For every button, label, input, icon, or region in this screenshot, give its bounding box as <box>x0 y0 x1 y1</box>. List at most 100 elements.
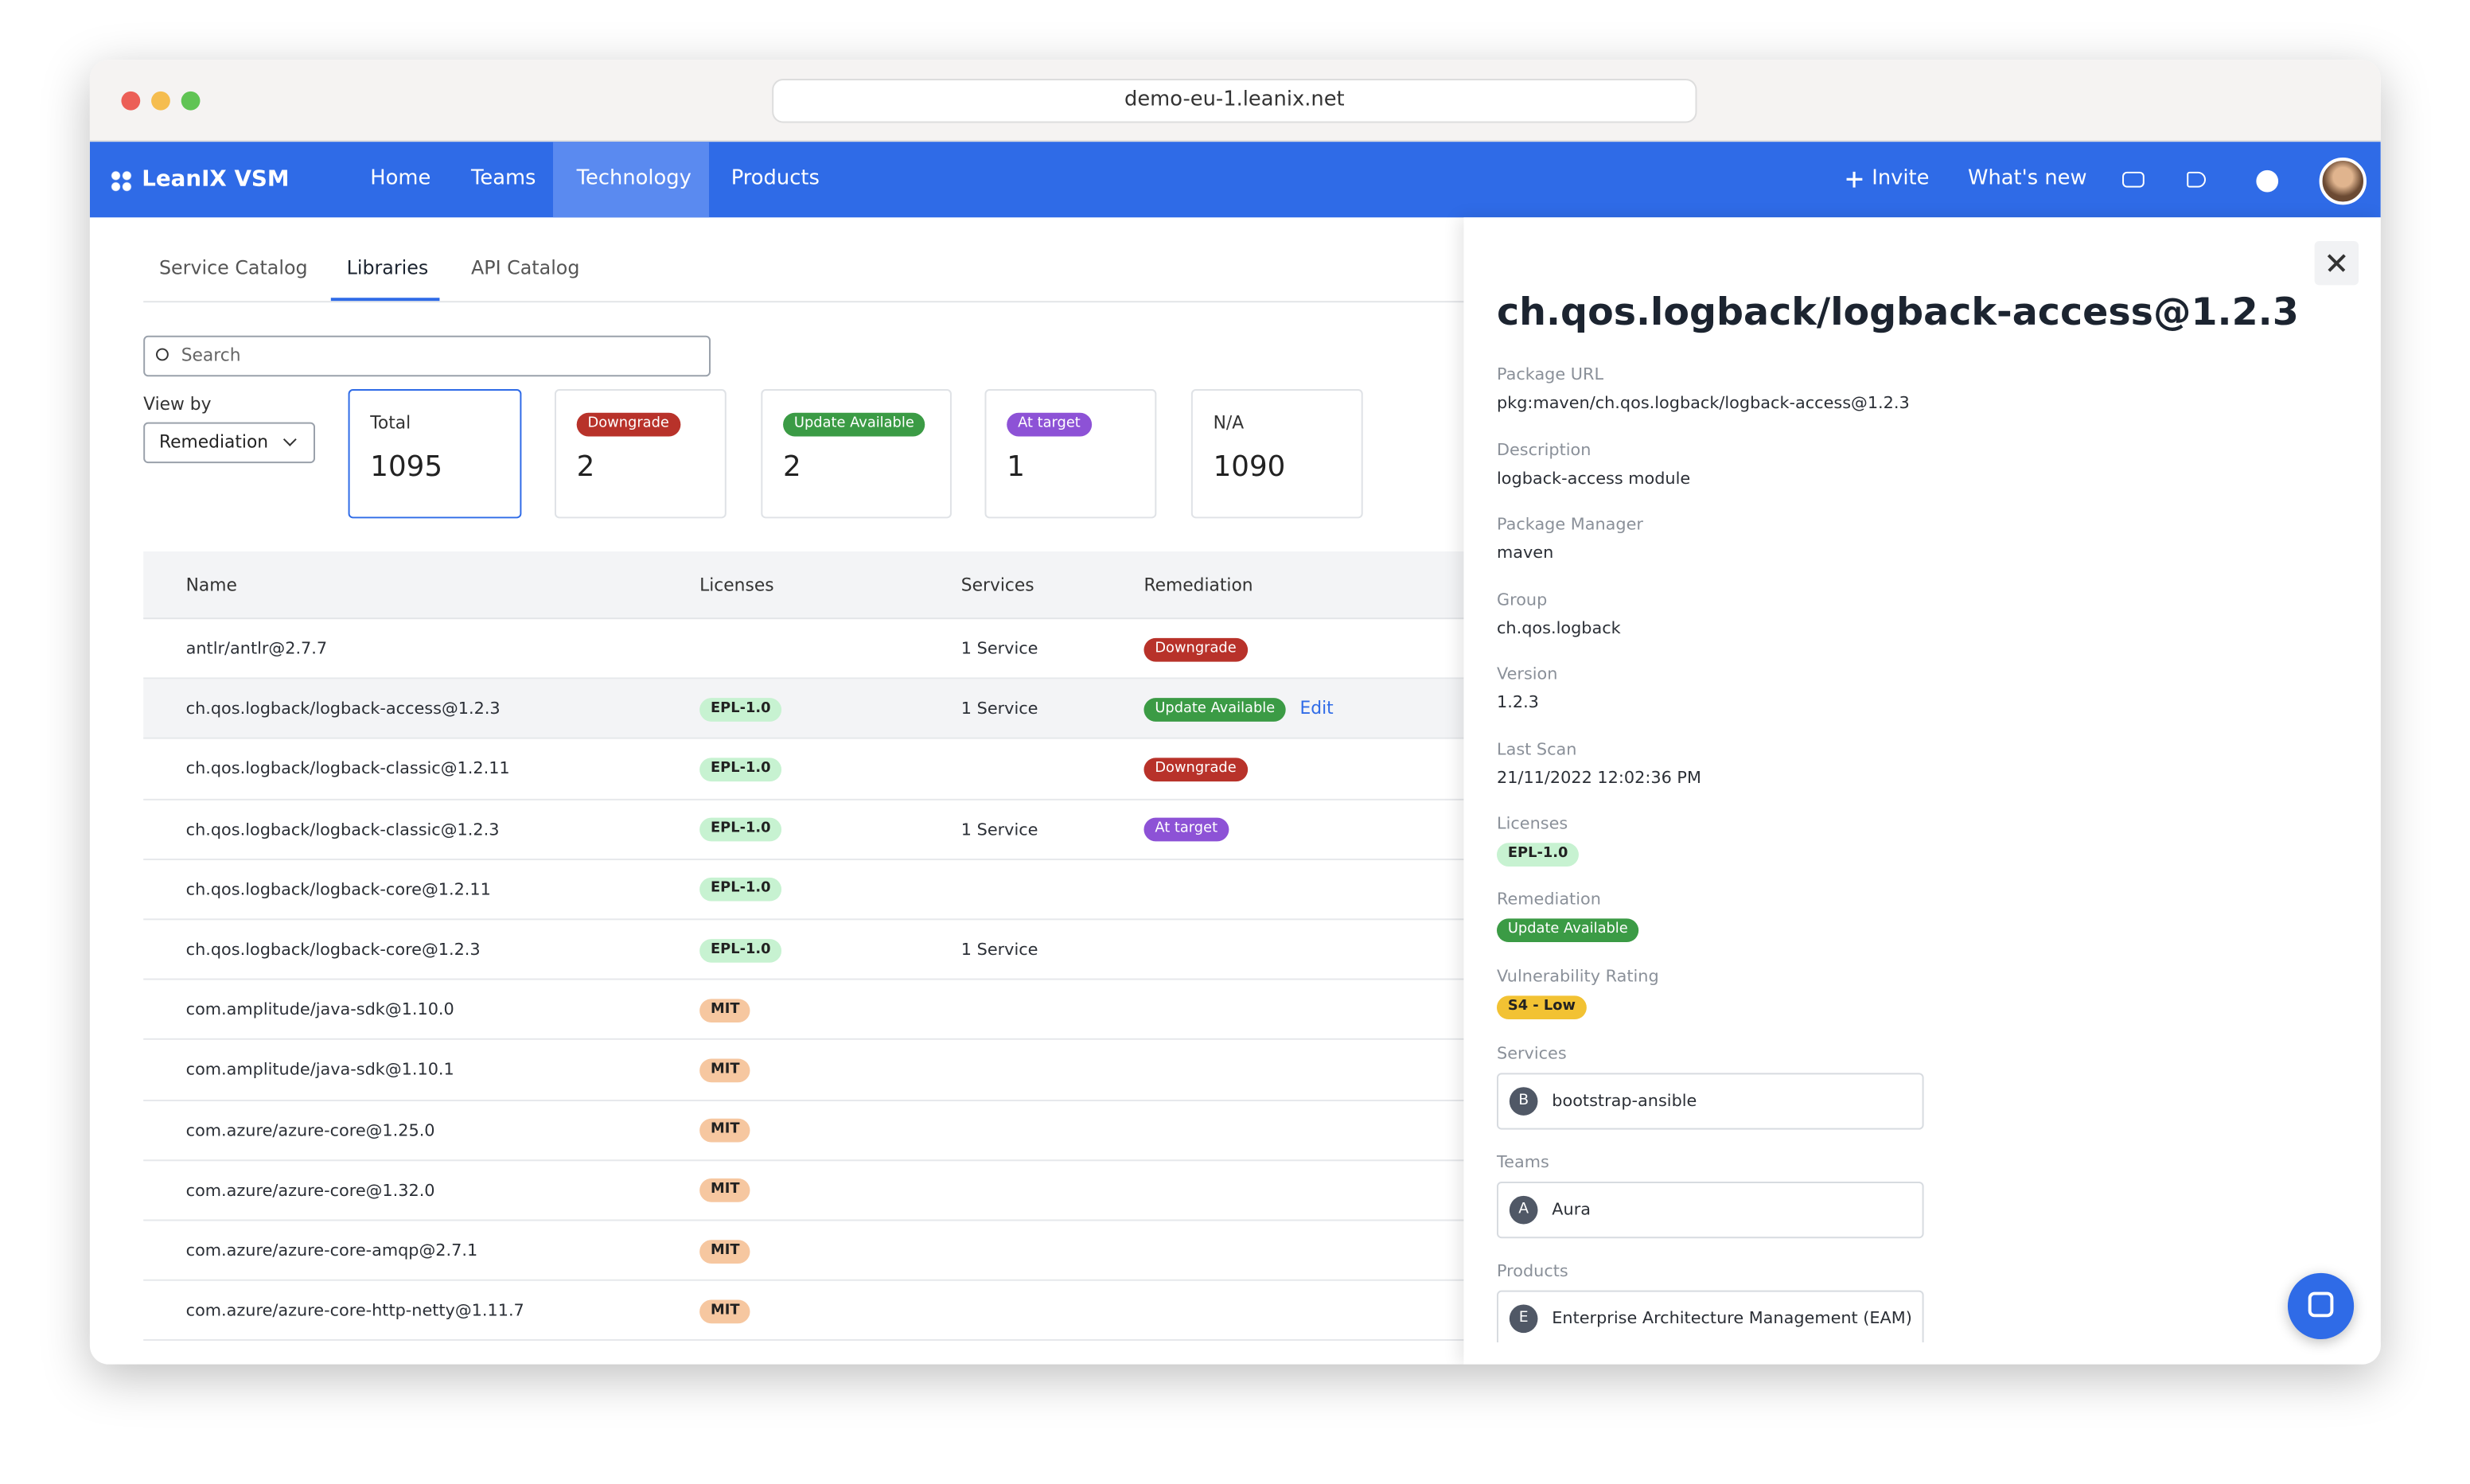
field-label: Version <box>1497 664 1558 684</box>
nav-bar <box>89 142 2381 218</box>
summary-card[interactable] <box>761 389 952 519</box>
license-badge: MIT <box>699 1119 751 1143</box>
library-name: com.azure/azure-core@1.32.0 <box>185 1181 435 1201</box>
field-badge: Update Available <box>1497 917 1639 942</box>
chat-icon <box>2308 1291 2334 1318</box>
table-row[interactable] <box>143 980 1464 1041</box>
services: 1 Service <box>960 639 1038 659</box>
column-header: Licenses <box>699 575 774 596</box>
library-name: ch.qos.logback/logback-core@1.2.3 <box>185 941 481 960</box>
column-header: Remediation <box>1143 575 1253 596</box>
remediation-badge: Downgrade <box>1143 758 1248 782</box>
card-label: Total <box>370 412 411 434</box>
library-name: ch.qos.logback/logback-access@1.2.3 <box>185 699 501 719</box>
detail-panel <box>1463 217 2381 1365</box>
card-badge: Update Available <box>783 411 925 436</box>
license-badge: EPL-1.0 <box>699 938 782 962</box>
field-label: Last Scan <box>1497 739 1577 759</box>
card-value: 2 <box>783 450 801 484</box>
url: demo-eu-1.leanix.net <box>1124 88 1345 112</box>
window-button <box>121 91 141 111</box>
search-placeholder: Search <box>181 345 241 366</box>
field-label: Package Manager <box>1497 515 1643 535</box>
view-by-label: View by <box>143 394 212 415</box>
inbox-icon[interactable] <box>2122 171 2145 188</box>
announce-icon[interactable] <box>2187 171 2206 188</box>
table-row[interactable] <box>143 920 1464 980</box>
remediation-badge: At target <box>1143 817 1229 842</box>
link-box[interactable] <box>1497 1073 1924 1130</box>
field-label: Services <box>1497 1044 1567 1064</box>
view-by-select[interactable] <box>143 422 315 464</box>
whats-new[interactable]: What's new <box>1968 166 2087 191</box>
window-button <box>181 91 201 111</box>
license-badge: EPL-1.0 <box>699 697 782 722</box>
table-row[interactable] <box>143 619 1464 680</box>
card-value: 1090 <box>1213 450 1286 484</box>
url-bar <box>772 79 1697 123</box>
view-by-value: Remediation <box>158 431 269 453</box>
tab[interactable]: Libraries <box>346 256 429 279</box>
nav-item[interactable]: Teams <box>471 166 536 191</box>
table-row[interactable] <box>143 1161 1464 1221</box>
license-badge: MIT <box>699 1178 751 1203</box>
link-name: Aura <box>1552 1200 1591 1220</box>
avatar[interactable] <box>2319 158 2367 205</box>
invite-label[interactable]: Invite <box>1872 166 1930 191</box>
library-name: com.azure/azure-core-amqp@2.7.1 <box>185 1241 478 1260</box>
card-value: 1095 <box>370 450 443 484</box>
invite-plus <box>1846 169 1863 189</box>
chat-button[interactable] <box>2287 1272 2355 1339</box>
tab[interactable]: Service Catalog <box>158 256 308 279</box>
library-name: com.azure/azure-core@1.25.0 <box>185 1120 435 1140</box>
library-name: com.azure/azure-core-http-netty@1.11.7 <box>185 1301 524 1321</box>
logo-icon <box>110 169 133 193</box>
remediation-badge: Downgrade <box>1143 637 1248 661</box>
nav-item[interactable]: Technology <box>576 166 692 191</box>
library-name: com.amplitude/java-sdk@1.10.1 <box>185 1061 454 1081</box>
link-box[interactable] <box>1497 1182 1924 1239</box>
table-row[interactable] <box>143 1100 1464 1161</box>
field-value: ch.qos.logback <box>1497 618 1621 637</box>
card-label: N/A <box>1213 412 1245 434</box>
panel-fade <box>1463 1342 2381 1365</box>
remediation-badge: Update Available <box>1143 697 1287 722</box>
field-value: 1.2.3 <box>1497 693 1539 712</box>
card-badge: Downgrade <box>576 411 680 436</box>
card-value: 1 <box>1007 450 1025 484</box>
library-name: com.amplitude/java-sdk@1.10.0 <box>185 1000 454 1020</box>
tab[interactable]: API Catalog <box>471 256 580 279</box>
table-row[interactable] <box>143 860 1464 921</box>
summary-card[interactable] <box>348 389 522 519</box>
edit-link[interactable]: Edit <box>1299 698 1334 719</box>
link-name: Enterprise Architecture Management (EAM) <box>1552 1309 1912 1329</box>
field-label: Vulnerability Rating <box>1497 967 1659 987</box>
table-row[interactable] <box>143 800 1464 860</box>
license-badge: MIT <box>699 998 751 1022</box>
table-row[interactable] <box>143 739 1464 800</box>
library-name: ch.qos.logback/logback-core@1.2.11 <box>185 880 491 900</box>
table-row[interactable] <box>143 1221 1464 1282</box>
table-row[interactable] <box>143 1281 1464 1342</box>
library-name: ch.qos.logback/logback-classic@1.2.11 <box>185 760 510 779</box>
license-badge: EPL-1.0 <box>699 878 782 902</box>
services: 1 Service <box>960 941 1038 960</box>
nav-item[interactable]: Products <box>730 166 820 191</box>
license-badge: MIT <box>699 1058 751 1083</box>
browser-window: demo-eu-1.leanix.net LeanIX VSM Home Teams T… <box>89 60 2381 1365</box>
link-initial: A <box>1509 1195 1538 1225</box>
panel-title: ch.qos.logback/logback-access@1.2.3 <box>1497 290 2299 334</box>
summary-card[interactable] <box>554 389 727 519</box>
field-label: Description <box>1497 440 1591 460</box>
field-badge: EPL-1.0 <box>1497 842 1580 867</box>
summary-card[interactable] <box>1190 389 1363 519</box>
nav-item[interactable]: Home <box>370 166 431 191</box>
help-icon[interactable] <box>2256 169 2279 193</box>
search-icon <box>156 348 169 361</box>
summary-card[interactable] <box>984 389 1157 519</box>
field-badge: S4 - Low <box>1497 995 1587 1019</box>
license-badge: EPL-1.0 <box>699 817 782 842</box>
library-name: antlr/antlr@2.7.7 <box>185 639 328 659</box>
search-box[interactable] <box>143 335 711 377</box>
table-row[interactable] <box>143 1041 1464 1101</box>
